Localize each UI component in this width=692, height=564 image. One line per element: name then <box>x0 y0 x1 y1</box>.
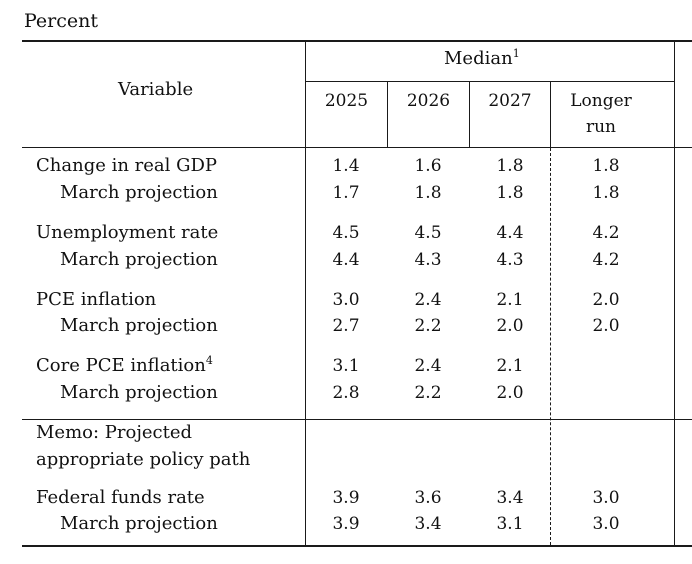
variable-column-divider <box>305 41 306 546</box>
policy-row-label: March projection <box>60 513 218 534</box>
policy-row-value: 3.0 <box>592 514 620 534</box>
year-header-2026: 2026 <box>406 91 451 111</box>
longer-run-header-line1: Longer <box>570 91 632 111</box>
year-header-2025: 2025 <box>324 91 369 111</box>
table-row-value: 2.2 <box>414 316 442 336</box>
table-row-value: 4.2 <box>592 223 620 243</box>
year-header-2027: 2027 <box>488 91 532 111</box>
table-row-value: 4.5 <box>414 223 442 243</box>
variable-header: Variable <box>118 79 194 100</box>
table-row-value: 2.2 <box>414 383 442 403</box>
policy-row-label: Federal funds rate <box>36 487 205 508</box>
table-row-value: 2.0 <box>496 383 524 403</box>
memo-label-line2: appropriate policy path <box>36 449 251 470</box>
table-row-value: 3.0 <box>332 290 360 310</box>
median-footnote-marker: 1 <box>512 47 520 60</box>
table-row-label: March projection <box>60 382 218 403</box>
table-row-value: 2.0 <box>496 316 524 336</box>
year-divider-3 <box>550 82 551 147</box>
policy-row-value: 3.4 <box>414 514 442 534</box>
footnote-marker: 4 <box>205 354 213 367</box>
table-row-value: 2.8 <box>332 383 360 403</box>
table-row-value: 2.1 <box>496 290 524 310</box>
longer-run-header-line2: run <box>585 117 617 137</box>
table-bottom-rule <box>22 545 692 547</box>
table-row-value: 1.8 <box>414 183 442 203</box>
policy-row-value: 3.1 <box>496 514 524 534</box>
table-row-value: 4.3 <box>414 250 442 270</box>
table-row-value: 1.8 <box>496 183 524 203</box>
table-row-value: 2.1 <box>496 356 524 376</box>
table-row-value: 2.7 <box>332 316 360 336</box>
table-row-value: 2.4 <box>414 356 442 376</box>
table-row-value: 4.5 <box>332 223 360 243</box>
header-bottom-rule <box>22 147 692 148</box>
table-caption: Percent <box>24 10 99 32</box>
table-row-value: 1.6 <box>414 156 442 176</box>
table-row-label: March projection <box>60 315 218 336</box>
table-row-value: 4.3 <box>496 250 524 270</box>
memo-label-line1: Memo: Projected <box>36 422 193 443</box>
table-row-label: March projection <box>60 182 218 203</box>
table-row-value: 1.4 <box>332 156 360 176</box>
median-underline <box>306 81 674 82</box>
table-row-value: 1.8 <box>592 183 620 203</box>
table-row-label: PCE inflation <box>36 289 157 310</box>
table-row-value: 2.4 <box>414 290 442 310</box>
table-row-label: Core PCE inflation4 <box>36 354 213 376</box>
table-row-value: 1.7 <box>332 183 360 203</box>
policy-row-value: 3.0 <box>592 488 620 508</box>
table-row-value: 4.4 <box>496 223 524 243</box>
table-row-value: 3.1 <box>332 356 360 376</box>
policy-row-value: 3.9 <box>332 488 360 508</box>
median-header: Median1 <box>444 47 520 69</box>
policy-row-value: 3.6 <box>414 488 442 508</box>
table-row-value: 2.0 <box>592 290 620 310</box>
table-row-value: 4.4 <box>332 250 360 270</box>
table-row-label: March projection <box>60 249 218 270</box>
table-top-rule <box>22 40 692 42</box>
right-column-divider <box>674 41 675 546</box>
policy-row-value: 3.9 <box>332 514 360 534</box>
table-row-label: Unemployment rate <box>36 222 219 243</box>
table-row-value: 4.2 <box>592 250 620 270</box>
year-divider-1 <box>387 82 388 147</box>
table-row-value: 2.0 <box>592 316 620 336</box>
table-row-value: 1.8 <box>496 156 524 176</box>
longer-run-dashed-divider <box>550 148 551 545</box>
policy-row-value: 3.4 <box>496 488 524 508</box>
year-divider-2 <box>469 82 470 147</box>
table-row-value: 1.8 <box>592 156 620 176</box>
memo-separator-rule <box>22 419 692 420</box>
table-row-label: Change in real GDP <box>36 155 218 176</box>
